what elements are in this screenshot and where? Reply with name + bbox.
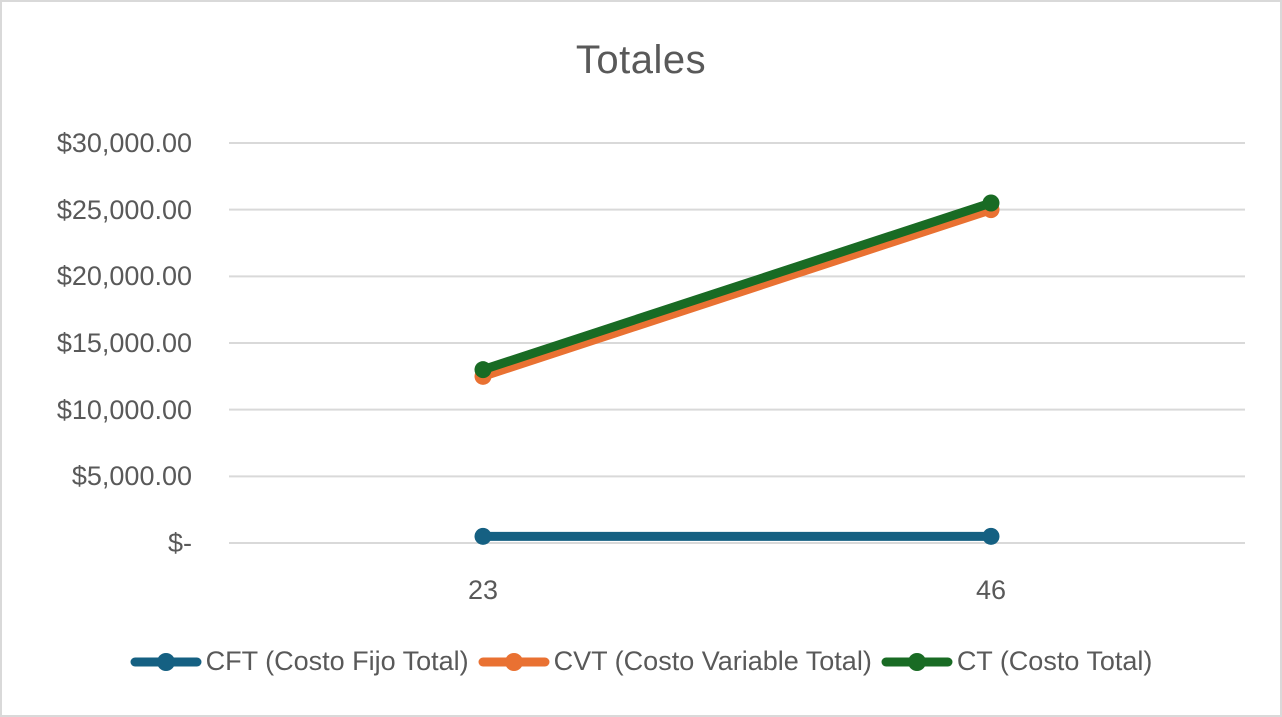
y-tick-label-20000: $20,000.00 — [56, 261, 192, 292]
y-tick-label-10000: $10,000.00 — [56, 394, 192, 425]
series-line-1 — [481, 205, 993, 381]
legend-label-cvt: CVT (Costo Variable Total) — [553, 646, 872, 676]
data-point-marker — [474, 361, 492, 379]
legend-label-cft: CFT (Costo Fijo Total) — [205, 646, 469, 676]
y-tick-label-0: $- — [167, 528, 192, 558]
cvt-line-marker-icon — [478, 652, 550, 671]
legend-item-cvt: CVT (Costo Variable Total) — [478, 646, 872, 677]
ct-line-marker-icon — [881, 652, 953, 671]
data-point-marker — [982, 194, 1000, 212]
data-point-marker — [474, 527, 492, 545]
y-tick-label-25000: $25,000.00 — [56, 194, 192, 225]
chart-title: Totales — [575, 38, 707, 82]
cft-line-marker-icon — [130, 652, 202, 671]
data-point-marker — [982, 527, 1000, 545]
legend: CFT (Costo Fijo Total) CVT (Costo Variab… — [2, 646, 1280, 677]
legend-label-ct: CT (Costo Total) — [956, 646, 1153, 676]
x-tick-label-46: 46 — [975, 575, 1007, 605]
x-tick-label-23: 23 — [467, 575, 499, 605]
y-tick-label-30000: $30,000.00 — [56, 128, 192, 158]
series-line-2 — [481, 198, 993, 374]
y-tick-label-15000: $15,000.00 — [56, 328, 192, 358]
y-tick-label-5000: $5,000.00 — [71, 461, 192, 492]
legend-item-cft: CFT (Costo Fijo Total) — [130, 646, 469, 677]
legend-item-ct: CT (Costo Total) — [881, 646, 1153, 677]
